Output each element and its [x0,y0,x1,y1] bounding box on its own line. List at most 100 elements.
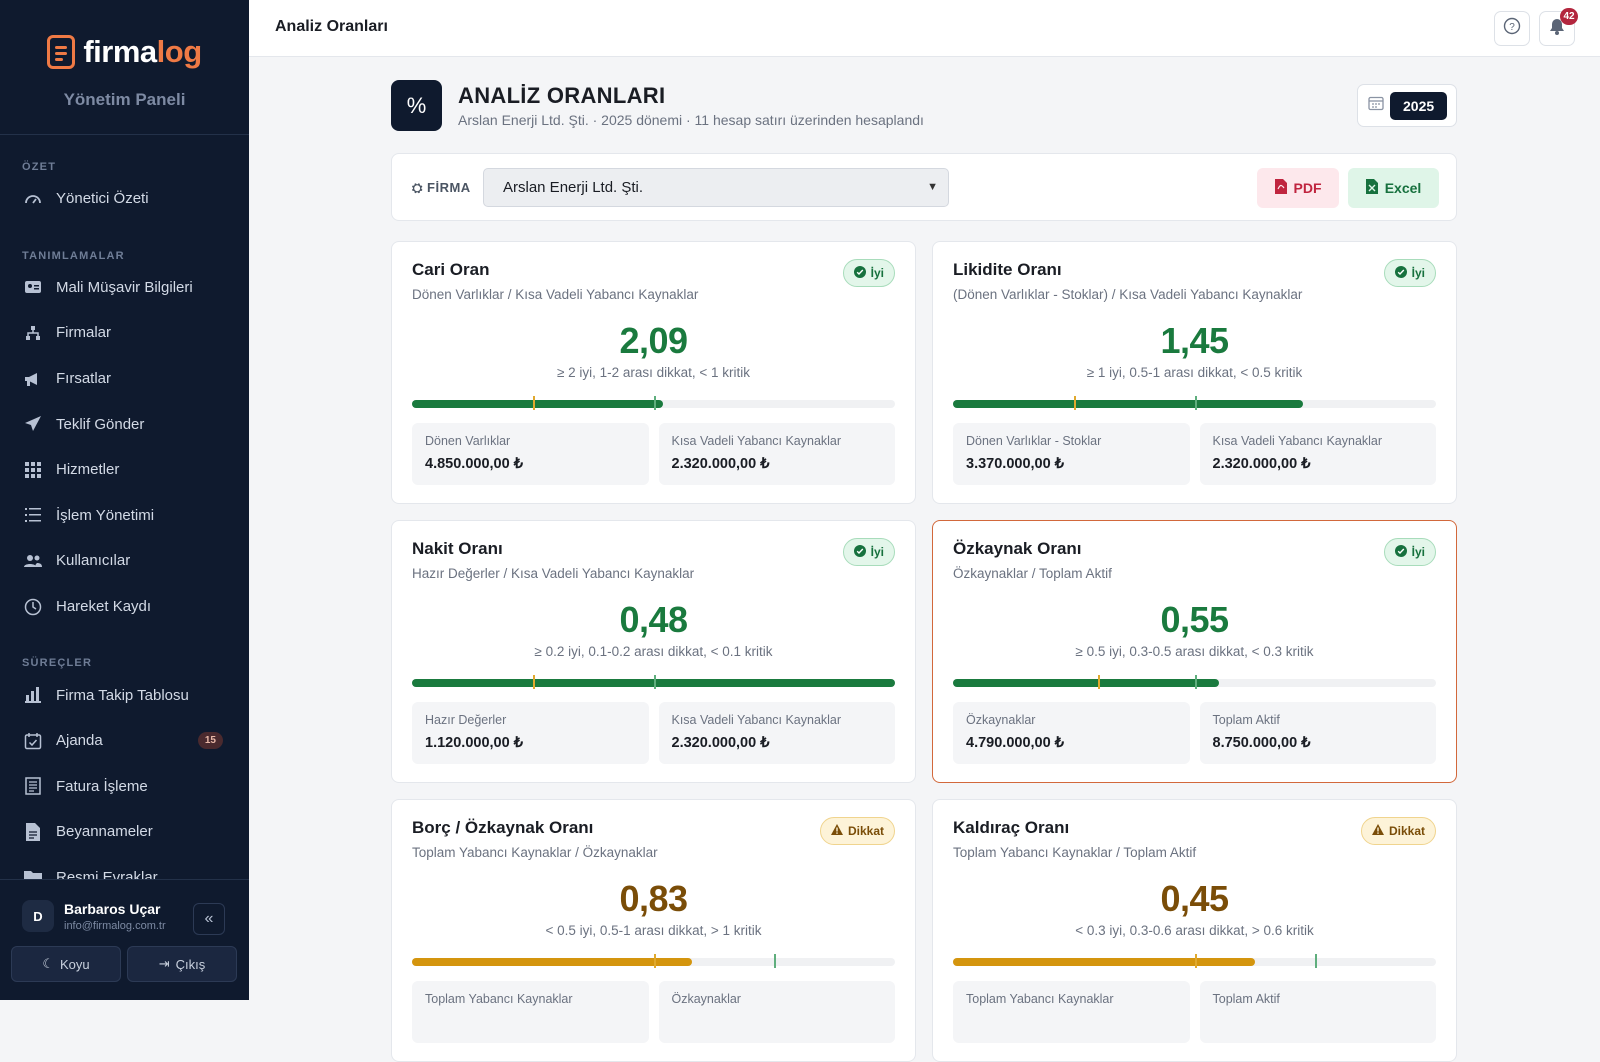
selected-year[interactable]: 2025 [1390,92,1447,120]
ratio-progress-fill [953,400,1303,408]
ratio-rule: < 0.5 iyi, 0.5-1 arası dikkat, > 1 kriti… [392,923,915,938]
card-formula: (Dönen Varlıklar - Stoklar) / Kısa Vadel… [953,287,1302,302]
metric-label: Hazır Değerler [425,713,636,727]
sidebar-item-hizmetler[interactable]: Hizmetler [0,447,249,493]
card-title: Cari Oran [412,260,489,280]
theme-toggle-button[interactable]: ☾ Koyu [11,946,121,982]
main-content: % ANALİZ ORANLARI Arslan Enerji Ltd. Şti… [249,57,1600,1000]
ratio-card: Özkaynak Oranı Özkaynaklar / Toplam Akti… [932,520,1457,783]
avatar[interactable]: D [22,900,54,932]
metric-value: 8.750.000,00 ₺ [1213,735,1424,751]
ratio-card: Cari Oran Dönen Varlıklar / Kısa Vadeli … [391,241,916,504]
threshold-marker [1195,675,1197,689]
ratio-progress-fill [412,958,692,966]
ratio-rule: ≥ 2 iyi, 1-2 arası dikkat, < 1 kritik [392,365,915,380]
threshold-marker [1195,396,1197,410]
ratio-rule: ≥ 0.2 iyi, 0.1-0.2 arası dikkat, < 0.1 k… [392,644,915,659]
check-circle-icon [854,266,866,281]
metric-label: Dönen Varlıklar - Stoklar [966,434,1177,448]
brand: firmalog Yönetim Paneli [0,0,249,135]
sidebar-item-hareket-kaydi[interactable]: Hareket Kaydı [0,584,249,630]
sidebar-item-firma-takip-tablosu[interactable]: Firma Takip Tablosu [0,672,249,718]
filter-bar: ⛭ FİRMA Arslan Enerji Ltd. Şti. ▼ PDF Ex… [391,153,1457,221]
percent-icon: % [391,80,442,131]
sidebar-item-fatura-isleme[interactable]: Fatura İşleme [0,764,249,810]
metric-value: 4.850.000,00 ₺ [425,456,636,472]
metric-label: Toplam Yabancı Kaynaklar [966,992,1177,1006]
nav-section-tanimlamalar: TANIMLAMALAR [0,240,249,262]
card-formula: Toplam Yabancı Kaynaklar / Toplam Aktif [953,845,1196,860]
sidebar-item-label: Firma Takip Tablosu [56,687,189,704]
export-pdf-button[interactable]: PDF [1257,168,1339,208]
card-title: Kaldıraç Oranı [953,818,1069,838]
notification-count-badge: 42 [1560,8,1578,25]
page-title: ANALİZ ORANLARI [458,83,665,109]
threshold-marker [774,954,776,968]
threshold-marker [533,675,535,689]
ratio-progress-fill [412,400,663,408]
sidebar-item-label: İşlem Yönetimi [56,507,154,524]
logo[interactable]: firmalog [47,34,201,70]
sidebar-item-firsatlar[interactable]: Fırsatlar [0,356,249,402]
status-badge: İyi [843,538,895,566]
calendar-icon [1368,95,1384,116]
page-subtitle: Arslan Enerji Ltd. Şti. · 2025 dönemi · … [458,112,924,128]
logout-button[interactable]: ⇥ Çıkış [127,946,237,982]
metric-value: 3.370.000,00 ₺ [966,456,1177,472]
id-card-icon [24,278,42,296]
sidebar-item-label: Beyannameler [56,823,153,840]
grid-icon [24,461,42,479]
sidebar-item-beyannameler[interactable]: Beyannameler [0,809,249,855]
metric-box: Özkaynaklar [659,981,896,1043]
year-picker[interactable]: 2025 [1357,84,1457,127]
status-badge-label: İyi [871,545,884,559]
company-filter-label-text: FİRMA [427,180,471,195]
ratio-value: 0,45 [933,878,1456,920]
company-select-value: Arslan Enerji Ltd. Şti. [503,179,643,196]
sidebar-item-yonetici-ozeti[interactable]: Yönetici Özeti [0,176,249,222]
sidebar-item-label: Teklif Gönder [56,416,144,433]
gauge-icon [24,190,42,208]
warning-triangle-icon [1372,824,1384,838]
sitemap-icon [24,324,42,342]
logo-text-a: firma [83,34,156,69]
sidebar-item-kullanicilar[interactable]: Kullanıcılar [0,538,249,584]
sidebar-item-mali-musavir[interactable]: Mali Müşavir Bilgileri [0,265,249,311]
logout-label: Çıkış [176,957,206,972]
threshold-marker [1074,396,1076,410]
nav-section-ozet: ÖZET [0,151,249,173]
card-formula: Toplam Yabancı Kaynaklar / Özkaynaklar [412,845,658,860]
ratio-card: Kaldıraç Oranı Toplam Yabancı Kaynaklar … [932,799,1457,1062]
metric-box: Toplam Yabancı Kaynaklar [953,981,1190,1043]
sidebar-item-islem-yonetimi[interactable]: İşlem Yönetimi [0,493,249,539]
help-button[interactable]: ? [1494,11,1530,46]
threshold-marker [1195,954,1197,968]
ratio-progress-fill [953,679,1219,687]
company-select[interactable]: Arslan Enerji Ltd. Şti. ▼ [483,168,949,207]
notifications-button[interactable]: 42 [1539,11,1575,46]
nav-section-surecler: SÜREÇLER [0,647,249,669]
status-badge-label: İyi [871,266,884,280]
chevron-down-icon: ▼ [927,181,938,193]
sidebar-item-firmalar[interactable]: Firmalar [0,310,249,356]
users-icon [24,552,42,570]
logo-icon [47,35,75,69]
status-badge: İyi [843,259,895,287]
card-title: Likidite Oranı [953,260,1062,280]
sidebar: firmalog Yönetim Paneli ÖZET Yönetici Öz… [0,0,249,1000]
threshold-marker [1315,954,1317,968]
sidebar-item-teklif-gonder[interactable]: Teklif Gönder [0,401,249,447]
metric-label: Dönen Varlıklar [425,434,636,448]
collapse-sidebar-button[interactable]: « [193,903,225,935]
sidebar-item-ajanda[interactable]: Ajanda 15 [0,718,249,764]
metric-box: Hazır Değerler 1.120.000,00 ₺ [412,702,649,764]
ratio-progress-fill [953,958,1255,966]
sidebar-item-label: Kullanıcılar [56,552,130,569]
metric-label: Toplam Aktif [1213,713,1424,727]
megaphone-icon [24,370,42,388]
user-email: info@firmalog.com.tr [64,920,166,932]
metric-box: Toplam Aktif 8.750.000,00 ₺ [1200,702,1437,764]
metric-label: Kısa Vadeli Yabancı Kaynaklar [672,713,883,727]
sidebar-item-label: Fırsatlar [56,370,111,387]
export-excel-button[interactable]: Excel [1348,168,1439,208]
